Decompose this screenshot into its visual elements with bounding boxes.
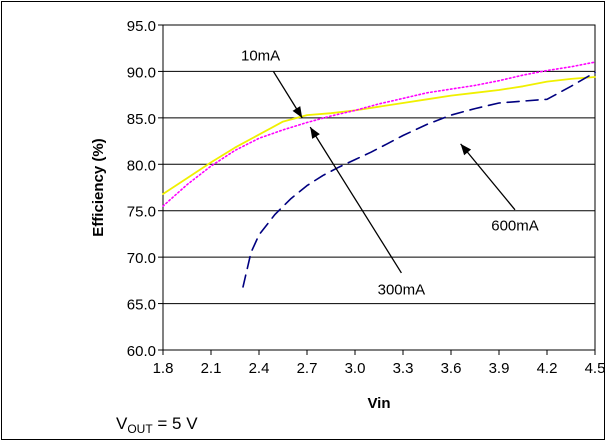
y-axis-title: Efficiency (%) (90, 138, 107, 236)
annotation-label-600ma: 600mA (491, 218, 539, 235)
series-line-600ma (242, 71, 596, 288)
annotation-arrowhead-600ma (460, 143, 472, 156)
series-line-10ma (162, 76, 596, 195)
grid-layer (162, 24, 596, 351)
y-tick-label: 65.0 (127, 297, 156, 314)
y-tick-label: 80.0 (127, 157, 156, 174)
x-tick-label: 3.0 (345, 360, 366, 377)
axis-layer: 60.0 65.0 70.0 75.0 80.0 85.0 90.0 95.0 1.8 2.1 2.… (90, 18, 605, 412)
x-tick-label: 4.5 (585, 360, 606, 377)
series-line-300ma (162, 61, 596, 207)
x-tick-label: 1.8 (153, 360, 174, 377)
annotation-label-300ma: 300mA (378, 282, 426, 299)
x-tick-label: 2.7 (297, 360, 318, 377)
x-tick-label: 3.3 (393, 360, 414, 377)
x-tick-label: 3.6 (441, 360, 462, 377)
y-tick-label: 70.0 (127, 250, 156, 267)
y-tick-label: 95.0 (127, 18, 156, 35)
annotation-arrow-300ma (309, 126, 402, 274)
annotation-arrowhead-10ma (292, 106, 303, 118)
x-tick-label: 4.2 (537, 360, 558, 377)
annotation-arrowhead-300ma (310, 127, 320, 139)
annotation-label-10ma: 10mA (241, 48, 280, 65)
output-voltage-value: = 5 V (152, 414, 198, 433)
x-axis-title: Vin (367, 395, 390, 412)
x-tick-label: 3.9 (489, 360, 510, 377)
y-tick-label: 75.0 (127, 204, 156, 221)
y-tick-label: 85.0 (127, 111, 156, 128)
annotation-arrow-600ma (460, 143, 516, 211)
y-tick-label: 60.0 (127, 343, 156, 360)
output-voltage-symbol: V (116, 414, 128, 433)
output-voltage-subscript: OUT (127, 422, 153, 436)
series-layer (162, 61, 596, 288)
y-tick-label: 90.0 (127, 64, 156, 81)
x-tick-label: 2.1 (201, 360, 222, 377)
annotation-layer: 10mA 300mA 600mA (241, 48, 539, 299)
output-voltage-note: VOUT = 5 V (116, 414, 198, 436)
x-tick-label: 2.4 (249, 360, 270, 377)
